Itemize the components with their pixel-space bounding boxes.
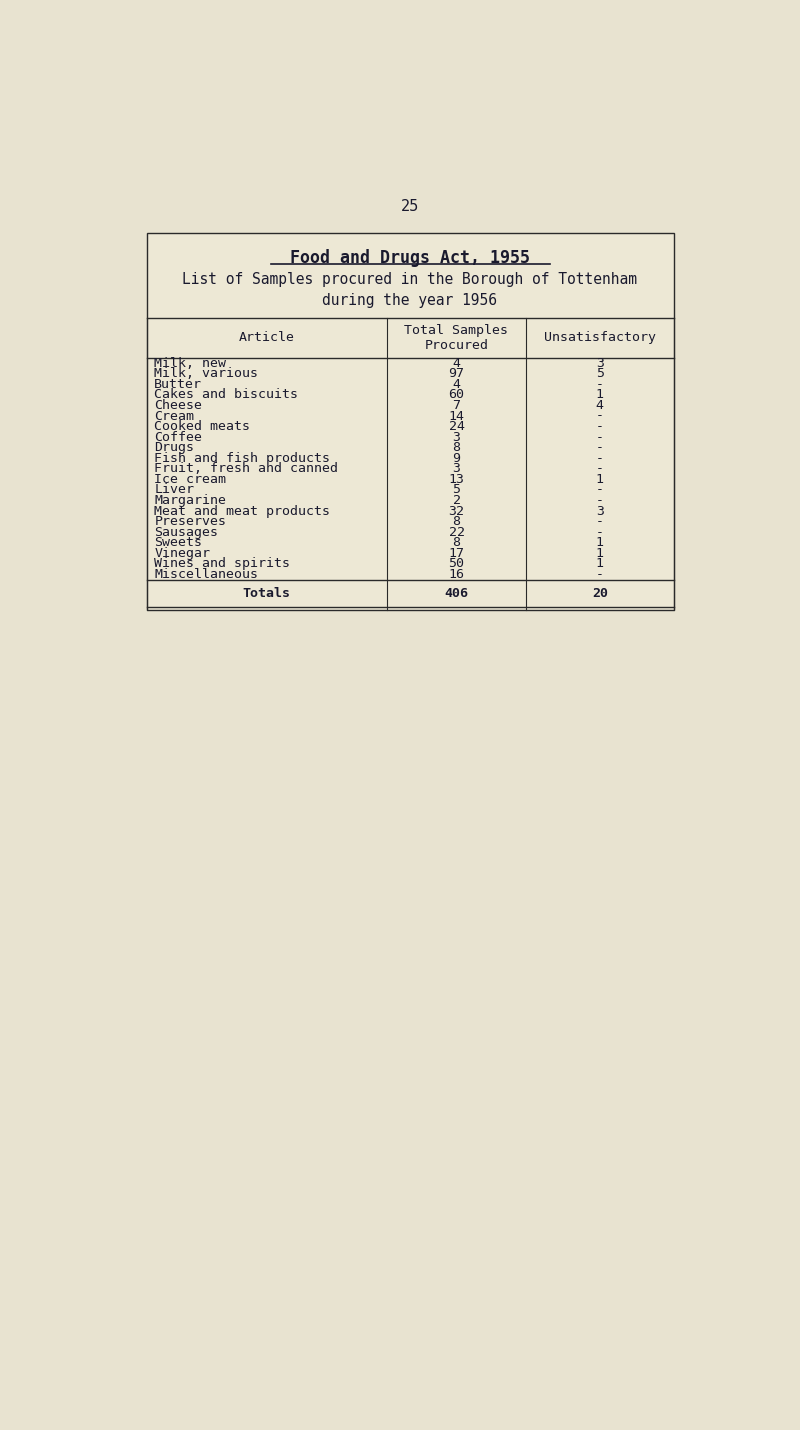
Text: 16: 16 — [449, 568, 465, 581]
Text: 5: 5 — [596, 368, 604, 380]
Text: 17: 17 — [449, 546, 465, 559]
Text: 20: 20 — [592, 588, 608, 601]
Text: Cakes and biscuits: Cakes and biscuits — [154, 389, 298, 402]
Text: 25: 25 — [401, 199, 419, 213]
Text: 24: 24 — [449, 420, 465, 433]
Text: 4: 4 — [453, 378, 461, 390]
Text: Drugs: Drugs — [154, 442, 194, 455]
Text: Margarine: Margarine — [154, 493, 226, 508]
Text: Butter: Butter — [154, 378, 202, 390]
Text: Coffee: Coffee — [154, 430, 202, 443]
Text: 3: 3 — [596, 356, 604, 370]
Text: 5: 5 — [453, 483, 461, 496]
Text: 3: 3 — [596, 505, 604, 518]
Text: 4: 4 — [453, 356, 461, 370]
Text: 50: 50 — [449, 558, 465, 571]
Text: Totals: Totals — [242, 588, 290, 601]
Text: -: - — [596, 462, 604, 475]
Text: during the year 1956: during the year 1956 — [322, 293, 498, 309]
Text: 22: 22 — [449, 526, 465, 539]
Text: 1: 1 — [596, 546, 604, 559]
Text: Sweets: Sweets — [154, 536, 202, 549]
Text: -: - — [596, 493, 604, 508]
Text: Milk, new: Milk, new — [154, 356, 226, 370]
Text: Meat and meat products: Meat and meat products — [154, 505, 330, 518]
Text: 3: 3 — [453, 462, 461, 475]
Text: Fish and fish products: Fish and fish products — [154, 452, 330, 465]
Text: Unsatisfactory: Unsatisfactory — [544, 332, 656, 345]
Text: 60: 60 — [449, 389, 465, 402]
Text: Vinegar: Vinegar — [154, 546, 210, 559]
Text: 32: 32 — [449, 505, 465, 518]
Text: 3: 3 — [453, 430, 461, 443]
Bar — [146, 233, 674, 611]
Text: Preserves: Preserves — [154, 515, 226, 528]
Text: Wines and spirits: Wines and spirits — [154, 558, 290, 571]
Text: -: - — [596, 442, 604, 455]
Text: 97: 97 — [449, 368, 465, 380]
Text: -: - — [596, 515, 604, 528]
Text: 2: 2 — [453, 493, 461, 508]
Text: Liver: Liver — [154, 483, 194, 496]
Text: Cheese: Cheese — [154, 399, 202, 412]
Text: 406: 406 — [445, 588, 469, 601]
Text: Food and Drugs Act, 1955: Food and Drugs Act, 1955 — [290, 249, 530, 266]
Text: 8: 8 — [453, 442, 461, 455]
Text: Cream: Cream — [154, 409, 194, 422]
Text: -: - — [596, 526, 604, 539]
Text: 9: 9 — [453, 452, 461, 465]
Text: Sausages: Sausages — [154, 526, 218, 539]
Text: 13: 13 — [449, 473, 465, 486]
Text: 1: 1 — [596, 558, 604, 571]
Text: Fruit, fresh and canned: Fruit, fresh and canned — [154, 462, 338, 475]
Text: List of Samples procured in the Borough of Tottenham: List of Samples procured in the Borough … — [182, 272, 638, 286]
Text: -: - — [596, 430, 604, 443]
Text: 8: 8 — [453, 515, 461, 528]
Text: Milk, various: Milk, various — [154, 368, 258, 380]
Text: Total Samples
Procured: Total Samples Procured — [405, 325, 509, 352]
Text: 8: 8 — [453, 536, 461, 549]
Text: Cooked meats: Cooked meats — [154, 420, 250, 433]
Text: 7: 7 — [453, 399, 461, 412]
Text: Ice cream: Ice cream — [154, 473, 226, 486]
Text: 1: 1 — [596, 536, 604, 549]
Text: 1: 1 — [596, 389, 604, 402]
Text: Miscellaneous: Miscellaneous — [154, 568, 258, 581]
Text: -: - — [596, 483, 604, 496]
Text: Article: Article — [238, 332, 294, 345]
Text: -: - — [596, 452, 604, 465]
Text: 14: 14 — [449, 409, 465, 422]
Text: -: - — [596, 420, 604, 433]
Text: 4: 4 — [596, 399, 604, 412]
Text: -: - — [596, 568, 604, 581]
Text: 1: 1 — [596, 473, 604, 486]
Text: -: - — [596, 409, 604, 422]
Text: -: - — [596, 378, 604, 390]
